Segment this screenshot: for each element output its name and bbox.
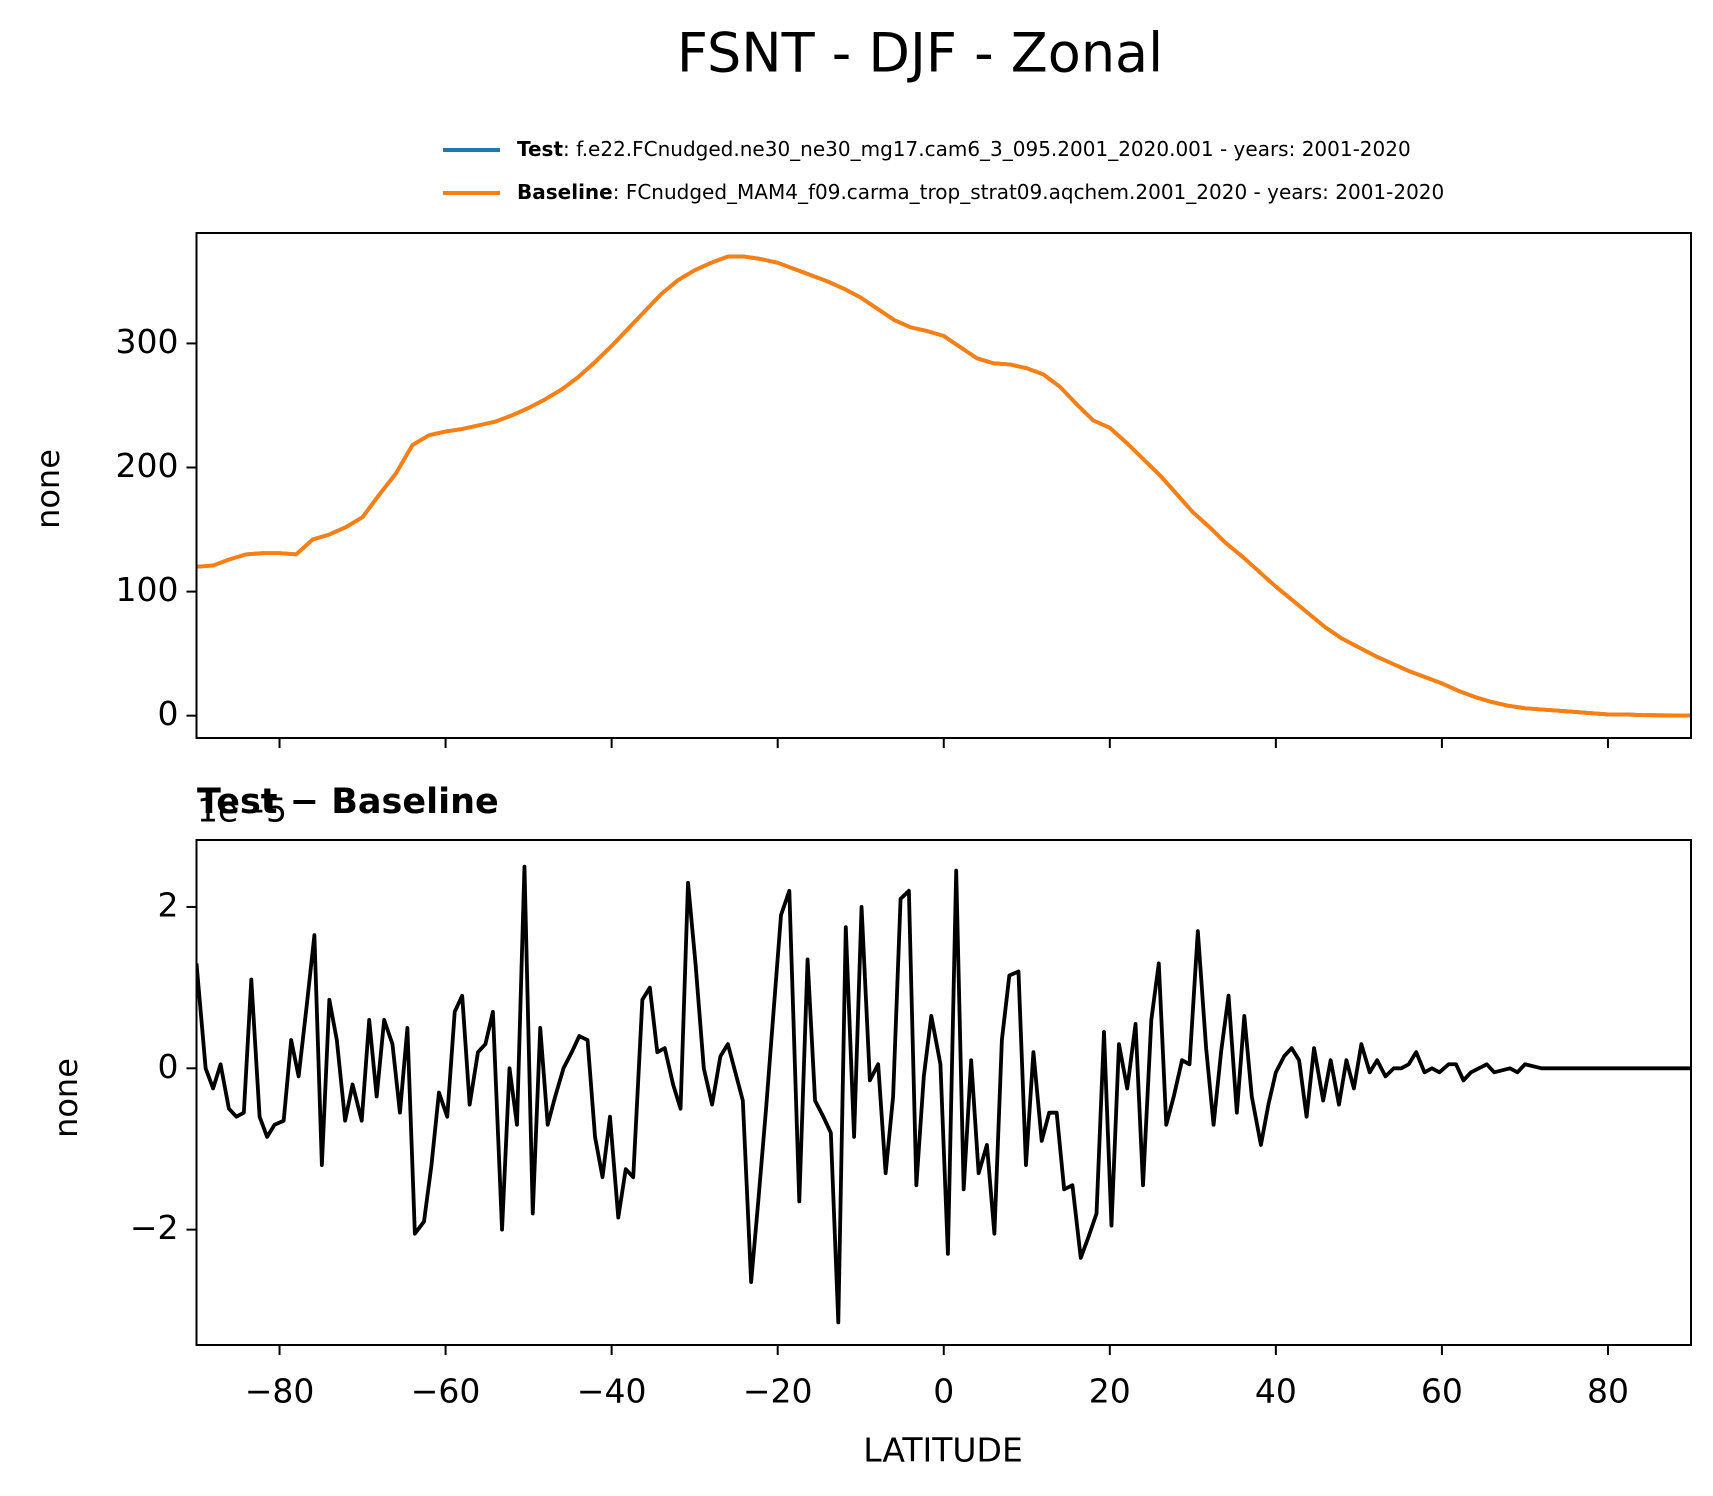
offset-text: 1e−5	[197, 791, 287, 830]
chart-title: FSNT - DJF - Zonal	[677, 22, 1163, 85]
x-tick-label: 80	[1587, 1372, 1629, 1411]
legend-description: : f.e22.FCnudged.ne30_ne30_mg17.cam6_3_0…	[563, 137, 1411, 161]
x-tick-label: 20	[1089, 1372, 1131, 1411]
y-tick-label: 100	[116, 570, 179, 609]
x-tick-label: −80	[245, 1372, 315, 1411]
x-tick-label: 0	[933, 1372, 954, 1411]
x-tick-label: 60	[1421, 1372, 1463, 1411]
legend-name: Test	[517, 137, 563, 161]
y-tick-label: 200	[116, 446, 179, 485]
x-tick-label: 40	[1255, 1372, 1297, 1411]
y-tick-label: 0	[158, 1047, 179, 1086]
data-line	[196, 254, 1691, 718]
x-axis-label: LATITUDE	[863, 1431, 1023, 1470]
y-tick-label: −2	[130, 1208, 179, 1247]
x-tick-label: −20	[743, 1372, 813, 1411]
y-tick-label: 0	[158, 694, 179, 733]
y-tick-label: 300	[116, 322, 179, 361]
y-axis-label: none	[47, 1058, 85, 1138]
legend-entry: Test: f.e22.FCnudged.ne30_ne30_mg17.cam6…	[517, 137, 1411, 161]
y-axis-label: none	[29, 449, 67, 529]
legend-description: : FCnudged_MAM4_f09.carma_trop_strat09.a…	[613, 180, 1445, 204]
y-tick-label: 2	[158, 885, 179, 924]
axes-frame	[195, 839, 1692, 1346]
data-line	[196, 254, 1691, 718]
x-tick-label: −60	[411, 1372, 481, 1411]
data-line	[196, 864, 1691, 1325]
legend-entry: Baseline: FCnudged_MAM4_f09.carma_trop_s…	[517, 180, 1444, 204]
x-tick-label: −40	[577, 1372, 647, 1411]
axes-frame	[195, 232, 1692, 739]
legend-name: Baseline	[517, 180, 613, 204]
subplot-title: Test − Baseline	[197, 782, 499, 822]
